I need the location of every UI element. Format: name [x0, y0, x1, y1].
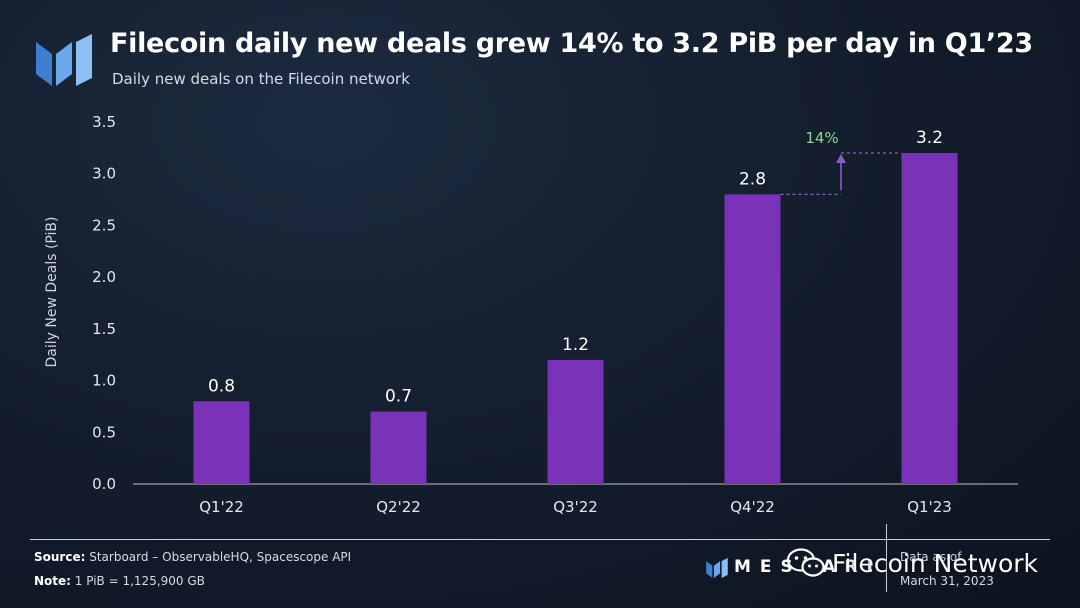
x-tick-label: Q4'22: [730, 498, 775, 516]
chart-subtitle: Daily new deals on the Filecoin network: [112, 70, 410, 88]
growth-annotation: 14%: [780, 129, 902, 195]
bar: [901, 153, 958, 484]
wechat-watermark: Filecoin Network: [786, 546, 1038, 580]
y-tick-label: 0.0: [92, 475, 116, 493]
note-label: Note:: [34, 574, 71, 588]
y-tick-label: 3.5: [92, 113, 116, 131]
y-tick-label: 3.0: [92, 165, 116, 183]
bar-value-label: 3.2: [916, 128, 943, 148]
bar: [547, 359, 604, 484]
bar-chart: 0.0 0.5 1.0 1.5 2.0 2.5 3.0 3.5 Daily New Deals…: [44, 113, 1018, 516]
y-tick-label: 2.0: [92, 268, 116, 286]
y-tick-label: 2.5: [92, 216, 116, 234]
messari-logo-icon: [706, 558, 728, 578]
note-text: 1 PiB = 1,125,900 GB: [74, 574, 205, 588]
chart-title: Filecoin daily new deals grew 14% to 3.2…: [110, 28, 1033, 59]
source-text: Starboard – ObservableHQ, Spacescope API: [89, 550, 352, 564]
annotation-arrow-head: [836, 154, 846, 164]
note-line: Note: 1 PiB = 1,125,900 GB: [34, 574, 205, 588]
bar-value-label: 2.8: [739, 169, 766, 189]
bar: [193, 401, 250, 484]
y-axis-ticks: 0.0 0.5 1.0 1.5 2.0 2.5 3.0 3.5: [92, 113, 116, 493]
footer-vertical-divider: [886, 524, 887, 592]
source-label: Source:: [34, 550, 86, 564]
bar-value-label: 0.8: [208, 376, 235, 396]
data-date-value: March 31, 2023: [900, 574, 994, 588]
footer-divider: [30, 539, 1050, 540]
y-tick-label: 1.5: [92, 320, 116, 338]
x-tick-label: Q2'22: [376, 498, 421, 516]
bar-value-label: 0.7: [385, 387, 412, 407]
bar-value-label: 1.2: [562, 335, 589, 355]
data-labels: 0.8 0.7 1.2 2.8 3.2: [208, 128, 943, 407]
x-tick-label: Q3'22: [553, 498, 598, 516]
bars: [193, 153, 958, 484]
messari-logo-icon: [36, 34, 92, 86]
watermark-text: Filecoin Network: [832, 548, 1038, 578]
data-date-label: Data as of: [900, 550, 962, 564]
x-tick-label: Q1'22: [199, 498, 244, 516]
x-axis-ticks: Q1'22 Q2'22 Q3'22 Q4'22 Q1'23: [199, 498, 952, 516]
y-axis-label: Daily New Deals (PiB): [44, 216, 60, 367]
y-tick-label: 0.5: [92, 423, 116, 441]
growth-percent-label: 14%: [805, 129, 838, 147]
bar: [370, 411, 427, 484]
wechat-icon: [786, 548, 825, 577]
source-line: Source: Starboard – ObservableHQ, Spaces…: [34, 550, 351, 564]
bar: [724, 194, 781, 484]
x-tick-label: Q1'23: [907, 498, 952, 516]
y-tick-label: 1.0: [92, 372, 116, 390]
